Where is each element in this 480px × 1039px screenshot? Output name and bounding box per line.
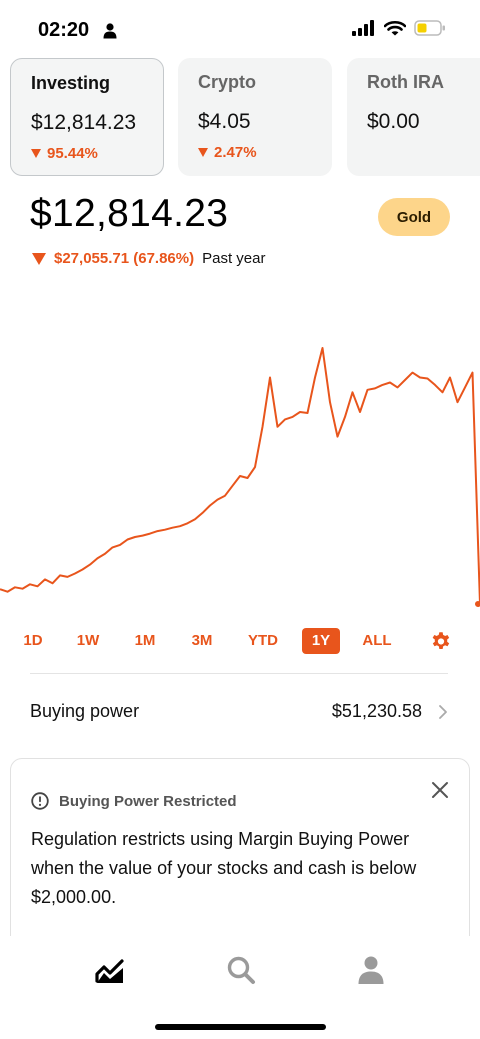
account-change: 95.44% <box>31 145 163 162</box>
range-tab-ytd[interactable]: YTD <box>248 632 278 649</box>
chart-current-point <box>475 601 480 607</box>
gold-button[interactable]: Gold <box>378 198 450 236</box>
account-value: $0.00 <box>367 110 420 133</box>
account-card-roth-ira[interactable]: Roth IRA $0.00 <box>347 58 480 176</box>
range-tab-1y[interactable]: 1Y <box>302 628 340 654</box>
change-period: Past year <box>202 250 266 267</box>
chart-line <box>0 347 480 605</box>
divider <box>30 673 448 674</box>
notice-body: Regulation restricts using Margin Buying… <box>31 829 417 907</box>
range-selector: 1D 1W 1M 3M YTD 1Y ALL <box>0 628 480 656</box>
account-cards: Investing $12,814.23 95.44% Crypto $4.05… <box>10 58 480 176</box>
account-change-percent: 95.44% <box>47 145 98 162</box>
account-name: Investing <box>31 73 111 93</box>
buying-power-row[interactable]: Buying power $51,230.58 <box>30 697 450 727</box>
signal-icon <box>352 20 374 36</box>
close-icon[interactable] <box>431 781 449 799</box>
range-tab-1m[interactable]: 1M <box>134 632 156 649</box>
down-arrow-icon <box>198 148 208 157</box>
battery-icon <box>414 20 445 36</box>
range-tab-1w[interactable]: 1W <box>76 632 100 649</box>
account-card-crypto[interactable]: Crypto $4.05 2.47% <box>178 58 332 176</box>
buying-power-label: Buying power <box>30 701 140 721</box>
status-bar: 02:20 <box>0 0 480 56</box>
notice-title: Buying Power Restricted <box>59 792 237 810</box>
notice-header: Buying Power Restricted <box>31 792 237 810</box>
range-tab-all[interactable]: ALL <box>362 632 392 649</box>
buying-power-value: $51,230.58 <box>331 701 422 721</box>
down-arrow-icon <box>32 252 46 265</box>
home-indicator <box>155 1024 326 1030</box>
period-change: $27,055.71 (67.86%) Past year <box>32 250 265 267</box>
status-time: 02:20 <box>38 19 90 41</box>
account-icon[interactable] <box>355 954 387 986</box>
buying-power-notice: Buying Power Restricted Regulation restr… <box>10 758 470 958</box>
search-icon[interactable] <box>225 954 257 986</box>
account-change: 2.47% <box>198 144 332 161</box>
range-tab-3m[interactable]: 3M <box>191 632 213 649</box>
range-tab-1d[interactable]: 1D <box>23 632 43 649</box>
down-arrow-icon <box>31 149 41 158</box>
wifi-icon <box>384 20 406 36</box>
portfolio-chart[interactable] <box>0 340 480 620</box>
chevron-right-icon <box>439 705 447 719</box>
account-value: $4.05 <box>198 110 251 133</box>
account-change-percent: 2.47% <box>214 144 257 161</box>
account-name: Crypto <box>198 72 256 92</box>
portfolio-value: $12,814.23 <box>30 192 229 235</box>
account-card-investing[interactable]: Investing $12,814.23 95.44% <box>10 58 164 176</box>
change-amount: $27,055.71 (67.86%) <box>54 250 195 267</box>
gear-icon[interactable] <box>430 630 452 652</box>
chart-icon[interactable] <box>94 954 126 986</box>
tab-bar <box>0 936 480 1039</box>
alert-circle-icon <box>31 792 49 810</box>
status-icons <box>352 20 446 36</box>
account-value: $12,814.23 <box>31 111 137 134</box>
person-icon <box>103 23 117 39</box>
account-name: Roth IRA <box>367 72 444 92</box>
